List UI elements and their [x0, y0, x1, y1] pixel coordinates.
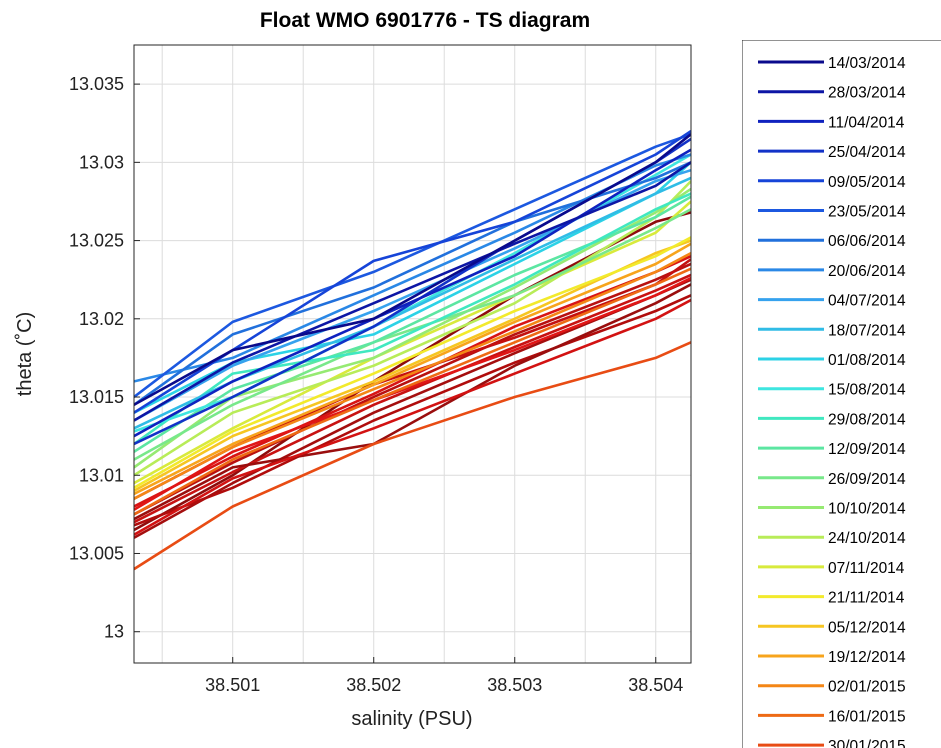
- series-line: [134, 251, 691, 500]
- profile-line: [134, 211, 691, 532]
- legend-label: 28/03/2014: [828, 85, 906, 102]
- legend-label: 29/08/2014: [828, 411, 906, 428]
- grid: [134, 45, 691, 663]
- y-tick-label: 13.025: [69, 231, 124, 251]
- legend-label: 07/11/2014: [828, 560, 905, 577]
- profile-line: [134, 283, 691, 521]
- series-line: [134, 187, 691, 469]
- series-line: [134, 242, 691, 496]
- legend-label: 04/07/2014: [828, 293, 906, 310]
- y-axis-label: theta (˚C): [14, 312, 36, 396]
- chart-title: Float WMO 6901776 - TS diagram: [260, 9, 590, 32]
- x-tick-label: 38.503: [487, 675, 542, 695]
- series-line: [134, 195, 691, 453]
- y-tick-label: 13.035: [69, 74, 124, 94]
- series-line: [134, 180, 691, 477]
- legend-label: 05/12/2014: [828, 619, 906, 636]
- legend-label: 30/01/2015: [828, 738, 906, 748]
- x-tick-label: 38.504: [628, 675, 683, 695]
- series-line: [134, 267, 691, 516]
- legend-label: 15/08/2014: [828, 382, 906, 399]
- legend-label: 09/05/2014: [828, 174, 906, 191]
- legend-label: 01/08/2014: [828, 352, 906, 369]
- y-tick-label: 13.01: [79, 465, 124, 485]
- legend-label: 19/12/2014: [828, 649, 906, 666]
- series-line: [134, 341, 691, 571]
- y-tick-label: 13.03: [79, 152, 124, 172]
- y-axis-ticks: 13 13.005 13.01 13.015 13.02 13.025 13.03 13.03…: [69, 74, 140, 642]
- legend-box: [742, 40, 941, 748]
- profile-line: [134, 298, 691, 536]
- series-line: [134, 208, 691, 461]
- y-tick-label: 13: [104, 622, 124, 642]
- legend-label: 16/01/2015: [828, 708, 906, 725]
- y-tick-label: 13.005: [69, 543, 124, 563]
- x-axis-label: salinity (PSU): [351, 708, 472, 730]
- series-line: [134, 148, 691, 438]
- profile-lines: [134, 130, 691, 571]
- series-line: [134, 161, 691, 406]
- plot-area-frame: [133, 44, 692, 664]
- legend-label: 12/09/2014: [828, 441, 906, 458]
- legend-entries: 14/03/2014 28/03/2014 11/04/2014 25/04/2014…: [758, 55, 906, 748]
- x-tick-label: 38.502: [346, 675, 401, 695]
- legend-label: 24/10/2014: [828, 530, 906, 547]
- legend-label: 21/11/2014: [828, 590, 905, 607]
- legend-label: 18/07/2014: [828, 322, 906, 339]
- profile-line: [134, 276, 691, 511]
- y-tick-label: 13.02: [79, 309, 124, 329]
- series-line: [134, 236, 691, 489]
- series-line: [134, 153, 691, 433]
- series-line: [134, 133, 691, 406]
- legend-label: 20/06/2014: [828, 263, 906, 280]
- legend-label: 06/06/2014: [828, 233, 906, 250]
- y-tick-label: 13.015: [69, 387, 124, 407]
- profile-line: [134, 262, 691, 516]
- series-line: [134, 200, 691, 485]
- legend-label: 25/04/2014: [828, 144, 906, 161]
- legend-label: 23/05/2014: [828, 204, 906, 221]
- legend-label: 14/03/2014: [828, 55, 906, 72]
- legend-label: 10/10/2014: [828, 501, 906, 518]
- legend-label: 26/09/2014: [828, 471, 906, 488]
- legend: 14/03/2014 28/03/2014 11/04/2014 25/04/2014…: [742, 40, 941, 748]
- series-line: [134, 239, 691, 493]
- x-axis-ticks: 38.501 38.502 38.503 38.504: [205, 657, 683, 695]
- profile-line: [134, 294, 691, 527]
- legend-label: 02/01/2015: [828, 679, 906, 696]
- series-line: [134, 161, 691, 422]
- x-tick-label: 38.501: [205, 675, 260, 695]
- series-line: [134, 192, 691, 446]
- legend-label: 11/04/2014: [828, 114, 905, 131]
